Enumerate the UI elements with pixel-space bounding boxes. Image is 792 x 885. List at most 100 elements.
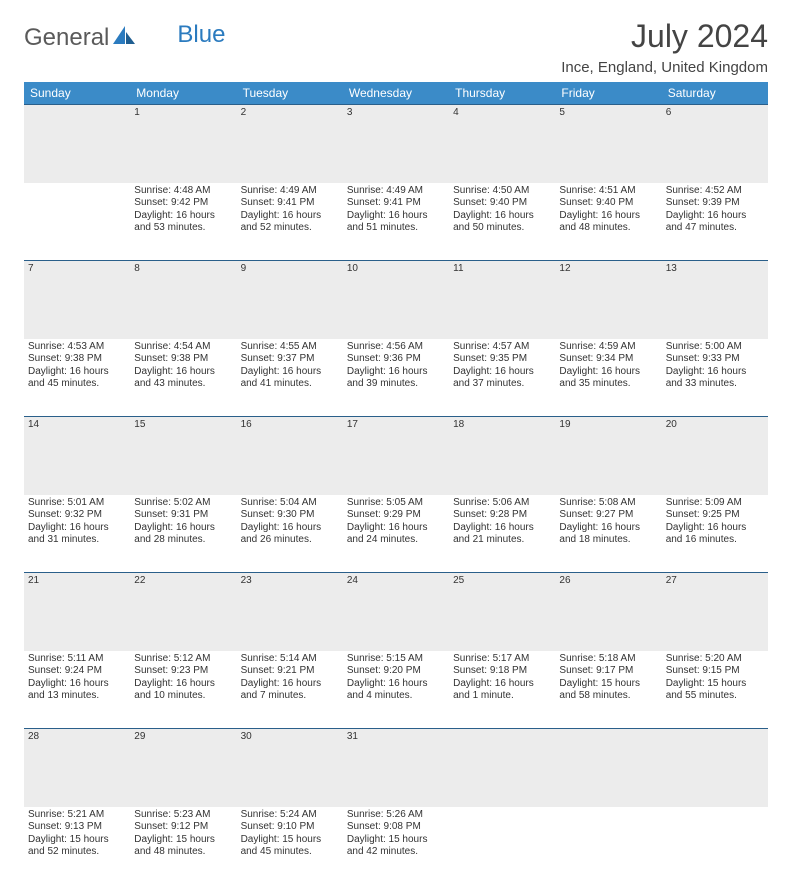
- daylight-line: Daylight: 16 hours and 4 minutes.: [347, 678, 445, 703]
- day-number-cell: 31: [343, 729, 449, 807]
- day-detail-cell: Sunrise: 5:26 AMSunset: 9:08 PMDaylight:…: [343, 807, 449, 885]
- day-number-cell: [555, 729, 661, 807]
- day-detail-cell: Sunrise: 4:56 AMSunset: 9:36 PMDaylight:…: [343, 339, 449, 417]
- daylight-line: Daylight: 16 hours and 24 minutes.: [347, 522, 445, 547]
- sunset-line: Sunset: 9:41 PM: [241, 197, 339, 210]
- daylight-line: Daylight: 16 hours and 7 minutes.: [241, 678, 339, 703]
- sunrise-line: Sunrise: 5:20 AM: [666, 653, 764, 666]
- day-number-cell: 8: [130, 261, 236, 339]
- sunrise-line: Sunrise: 4:48 AM: [134, 185, 232, 198]
- sunrise-line: Sunrise: 5:06 AM: [453, 497, 551, 510]
- sunrise-line: Sunrise: 5:01 AM: [28, 497, 126, 510]
- day-number-cell: 11: [449, 261, 555, 339]
- daylight-line: Daylight: 16 hours and 45 minutes.: [28, 366, 126, 391]
- daylight-line: Daylight: 15 hours and 48 minutes.: [134, 834, 232, 859]
- header: General Blue July 2024 Ince, England, Un…: [24, 18, 768, 76]
- sunrise-line: Sunrise: 4:49 AM: [347, 185, 445, 198]
- daylight-line: Daylight: 16 hours and 10 minutes.: [134, 678, 232, 703]
- sunset-line: Sunset: 9:15 PM: [666, 665, 764, 678]
- sunset-line: Sunset: 9:38 PM: [134, 353, 232, 366]
- day-detail-cell: [555, 807, 661, 885]
- day-number-cell: 13: [662, 261, 768, 339]
- day-number-cell: 12: [555, 261, 661, 339]
- day-detail-cell: [24, 183, 130, 261]
- day-number-cell: 17: [343, 417, 449, 495]
- sunrise-line: Sunrise: 4:52 AM: [666, 185, 764, 198]
- day-number-cell: 3: [343, 105, 449, 183]
- sunrise-line: Sunrise: 4:57 AM: [453, 341, 551, 354]
- title-block: July 2024 Ince, England, United Kingdom: [561, 18, 768, 76]
- day-header: Tuesday: [237, 82, 343, 105]
- sunset-line: Sunset: 9:41 PM: [347, 197, 445, 210]
- day-detail-cell: Sunrise: 4:52 AMSunset: 9:39 PMDaylight:…: [662, 183, 768, 261]
- day-detail-cell: Sunrise: 5:11 AMSunset: 9:24 PMDaylight:…: [24, 651, 130, 729]
- day-detail-cell: Sunrise: 5:08 AMSunset: 9:27 PMDaylight:…: [555, 495, 661, 573]
- sunset-line: Sunset: 9:25 PM: [666, 509, 764, 522]
- daylight-line: Daylight: 16 hours and 39 minutes.: [347, 366, 445, 391]
- day-detail-cell: Sunrise: 5:00 AMSunset: 9:33 PMDaylight:…: [662, 339, 768, 417]
- daylight-line: Daylight: 16 hours and 16 minutes.: [666, 522, 764, 547]
- sunrise-line: Sunrise: 4:55 AM: [241, 341, 339, 354]
- daylight-line: Daylight: 16 hours and 31 minutes.: [28, 522, 126, 547]
- sunset-line: Sunset: 9:40 PM: [559, 197, 657, 210]
- daylight-line: Daylight: 15 hours and 52 minutes.: [28, 834, 126, 859]
- day-detail-cell: Sunrise: 4:54 AMSunset: 9:38 PMDaylight:…: [130, 339, 236, 417]
- sunset-line: Sunset: 9:24 PM: [28, 665, 126, 678]
- day-detail-cell: Sunrise: 5:12 AMSunset: 9:23 PMDaylight:…: [130, 651, 236, 729]
- daylight-line: Daylight: 16 hours and 51 minutes.: [347, 210, 445, 235]
- day-number-row: 14151617181920: [24, 417, 768, 495]
- sunrise-line: Sunrise: 5:17 AM: [453, 653, 551, 666]
- day-number-cell: 18: [449, 417, 555, 495]
- sunset-line: Sunset: 9:08 PM: [347, 821, 445, 834]
- sunrise-line: Sunrise: 5:12 AM: [134, 653, 232, 666]
- daylight-line: Daylight: 15 hours and 42 minutes.: [347, 834, 445, 859]
- day-detail-cell: Sunrise: 5:09 AMSunset: 9:25 PMDaylight:…: [662, 495, 768, 573]
- daylight-line: Daylight: 16 hours and 33 minutes.: [666, 366, 764, 391]
- day-detail-cell: Sunrise: 5:18 AMSunset: 9:17 PMDaylight:…: [555, 651, 661, 729]
- sunrise-line: Sunrise: 4:49 AM: [241, 185, 339, 198]
- day-number-cell: 16: [237, 417, 343, 495]
- day-detail-cell: Sunrise: 4:49 AMSunset: 9:41 PMDaylight:…: [343, 183, 449, 261]
- day-detail-row: Sunrise: 5:01 AMSunset: 9:32 PMDaylight:…: [24, 495, 768, 573]
- sunset-line: Sunset: 9:21 PM: [241, 665, 339, 678]
- day-number-cell: 9: [237, 261, 343, 339]
- sunrise-line: Sunrise: 5:15 AM: [347, 653, 445, 666]
- daylight-line: Daylight: 16 hours and 18 minutes.: [559, 522, 657, 547]
- daylight-line: Daylight: 16 hours and 48 minutes.: [559, 210, 657, 235]
- day-detail-row: Sunrise: 5:21 AMSunset: 9:13 PMDaylight:…: [24, 807, 768, 885]
- day-detail-cell: Sunrise: 5:17 AMSunset: 9:18 PMDaylight:…: [449, 651, 555, 729]
- day-detail-cell: [662, 807, 768, 885]
- sunset-line: Sunset: 9:10 PM: [241, 821, 339, 834]
- sunset-line: Sunset: 9:30 PM: [241, 509, 339, 522]
- daylight-line: Daylight: 16 hours and 53 minutes.: [134, 210, 232, 235]
- sunset-line: Sunset: 9:39 PM: [666, 197, 764, 210]
- logo-sail-icon: [113, 26, 135, 51]
- daylight-line: Daylight: 16 hours and 21 minutes.: [453, 522, 551, 547]
- day-detail-cell: Sunrise: 4:48 AMSunset: 9:42 PMDaylight:…: [130, 183, 236, 261]
- sunrise-line: Sunrise: 4:53 AM: [28, 341, 126, 354]
- logo-text-blue: Blue: [177, 21, 225, 49]
- sunset-line: Sunset: 9:18 PM: [453, 665, 551, 678]
- sunrise-line: Sunrise: 5:23 AM: [134, 809, 232, 822]
- day-number-cell: [662, 729, 768, 807]
- sunset-line: Sunset: 9:40 PM: [453, 197, 551, 210]
- day-header: Saturday: [662, 82, 768, 105]
- sunrise-line: Sunrise: 5:09 AM: [666, 497, 764, 510]
- calendar-head: SundayMondayTuesdayWednesdayThursdayFrid…: [24, 82, 768, 105]
- daylight-line: Daylight: 16 hours and 1 minute.: [453, 678, 551, 703]
- day-detail-cell: Sunrise: 5:05 AMSunset: 9:29 PMDaylight:…: [343, 495, 449, 573]
- day-number-row: 123456: [24, 105, 768, 183]
- day-detail-cell: [449, 807, 555, 885]
- sunset-line: Sunset: 9:13 PM: [28, 821, 126, 834]
- sunset-line: Sunset: 9:36 PM: [347, 353, 445, 366]
- day-detail-cell: Sunrise: 5:20 AMSunset: 9:15 PMDaylight:…: [662, 651, 768, 729]
- sunset-line: Sunset: 9:12 PM: [134, 821, 232, 834]
- sunset-line: Sunset: 9:23 PM: [134, 665, 232, 678]
- sunrise-line: Sunrise: 4:54 AM: [134, 341, 232, 354]
- sunrise-line: Sunrise: 5:11 AM: [28, 653, 126, 666]
- day-number-row: 28293031: [24, 729, 768, 807]
- day-number-cell: 1: [130, 105, 236, 183]
- day-detail-cell: Sunrise: 4:57 AMSunset: 9:35 PMDaylight:…: [449, 339, 555, 417]
- day-detail-cell: Sunrise: 5:23 AMSunset: 9:12 PMDaylight:…: [130, 807, 236, 885]
- daylight-line: Daylight: 16 hours and 13 minutes.: [28, 678, 126, 703]
